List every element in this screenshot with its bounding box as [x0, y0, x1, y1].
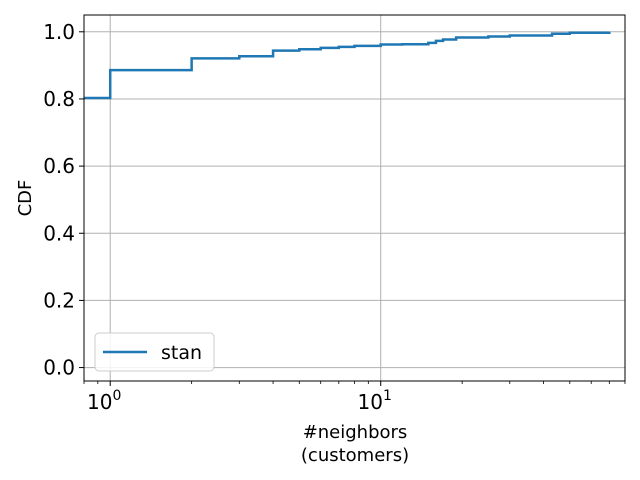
y-tick-label: 1.0 — [43, 20, 75, 44]
y-tick-label: 0.6 — [43, 154, 75, 178]
legend-box — [94, 332, 215, 372]
y-tick-label: 0.4 — [43, 221, 75, 245]
x-axis-label-line-2: (customers) — [301, 445, 409, 466]
legend-label-stan: stan — [161, 342, 202, 364]
tick-layer: 0.0 0.2 0.4 0.6 0.8 1.0 100 101 — [43, 20, 626, 414]
y-tick-label: 0.0 — [43, 356, 75, 380]
series-line-stan — [84, 31, 611, 100]
y-axis-label: CDF — [15, 180, 36, 217]
x-tick-label: 100 — [87, 388, 121, 414]
series-layer — [84, 31, 611, 100]
y-tick-label: 0.8 — [43, 87, 75, 111]
x-tick-label: 101 — [358, 388, 392, 414]
x-axis-label-line-1: #neighbors — [303, 422, 408, 443]
legend: stan — [94, 332, 215, 372]
y-tick-label: 0.2 — [43, 288, 75, 312]
